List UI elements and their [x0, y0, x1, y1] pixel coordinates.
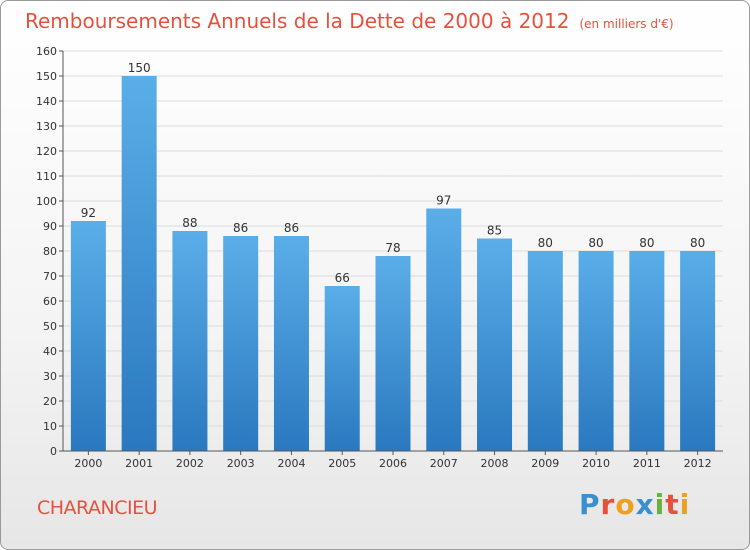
y-tick-label: 80: [43, 245, 57, 258]
bar: [172, 231, 208, 451]
bar: [426, 208, 462, 451]
commune-name: CHARANCIEU: [37, 497, 157, 519]
y-tick-label: 30: [43, 370, 57, 383]
bar: [680, 251, 716, 451]
x-tick-label: 2005: [328, 457, 356, 470]
bar: [527, 251, 563, 451]
y-tick-label: 160: [36, 45, 57, 58]
proxiti-logo[interactable]: Proxiti: [579, 488, 690, 521]
bar: [273, 236, 309, 451]
y-tick-label: 100: [36, 195, 57, 208]
bar-value-label: 80: [588, 236, 603, 250]
bar-value-label: 97: [436, 194, 451, 208]
chart-title: Remboursements Annuels de la Dette de 20…: [25, 9, 674, 33]
bar-value-label: 88: [182, 216, 197, 230]
y-tick-label: 150: [36, 70, 57, 83]
bar-value-label: 80: [690, 236, 705, 250]
x-tick-label: 2008: [481, 457, 509, 470]
bar: [629, 251, 665, 451]
x-tick-label: 2006: [379, 457, 407, 470]
bar: [70, 221, 106, 451]
logo-letter: x: [635, 488, 655, 521]
chart-unit-label: (en milliers d'€): [579, 17, 674, 31]
bar-value-label: 80: [538, 236, 553, 250]
bar-value-label: 66: [335, 271, 350, 285]
bar: [121, 76, 157, 451]
bar: [375, 256, 411, 451]
bar: [477, 238, 513, 451]
bar-value-label: 78: [385, 241, 400, 255]
x-tick-label: 2011: [633, 457, 661, 470]
bar-value-label: 92: [81, 206, 96, 220]
x-tick-label: 2002: [176, 457, 204, 470]
bar-value-label: 86: [233, 221, 248, 235]
bar-value-label: 86: [284, 221, 299, 235]
y-tick-label: 90: [43, 220, 57, 233]
x-tick-label: 2000: [74, 457, 102, 470]
logo-letter: i: [654, 488, 666, 521]
logo-letter: o: [615, 488, 636, 521]
bar: [324, 286, 360, 451]
logo-letter: t: [665, 488, 680, 521]
bar-value-label: 80: [639, 236, 654, 250]
x-tick-label: 2003: [227, 457, 255, 470]
y-tick-label: 140: [36, 95, 57, 108]
bar-value-label: 85: [487, 224, 502, 238]
chart-title-text: Remboursements Annuels de la Dette de 20…: [25, 9, 570, 33]
y-tick-label: 10: [43, 420, 57, 433]
x-tick-label: 2007: [430, 457, 458, 470]
y-tick-label: 40: [43, 345, 57, 358]
y-tick-label: 60: [43, 295, 57, 308]
x-tick-label: 2010: [582, 457, 610, 470]
logo-letter: i: [679, 488, 691, 521]
x-tick-label: 2001: [125, 457, 153, 470]
y-tick-label: 50: [43, 320, 57, 333]
bar-value-label: 150: [128, 61, 151, 75]
y-tick-label: 20: [43, 395, 57, 408]
logo-letter: P: [579, 488, 601, 521]
y-tick-label: 130: [36, 120, 57, 133]
y-tick-label: 70: [43, 270, 57, 283]
bar: [578, 251, 614, 451]
x-tick-label: 2004: [277, 457, 305, 470]
logo-letter: r: [600, 488, 616, 521]
x-tick-label: 2009: [531, 457, 559, 470]
x-tick-label: 2012: [684, 457, 712, 470]
y-tick-label: 120: [36, 145, 57, 158]
y-tick-label: 0: [50, 445, 57, 458]
y-tick-label: 110: [36, 170, 57, 183]
bar: [223, 236, 259, 451]
